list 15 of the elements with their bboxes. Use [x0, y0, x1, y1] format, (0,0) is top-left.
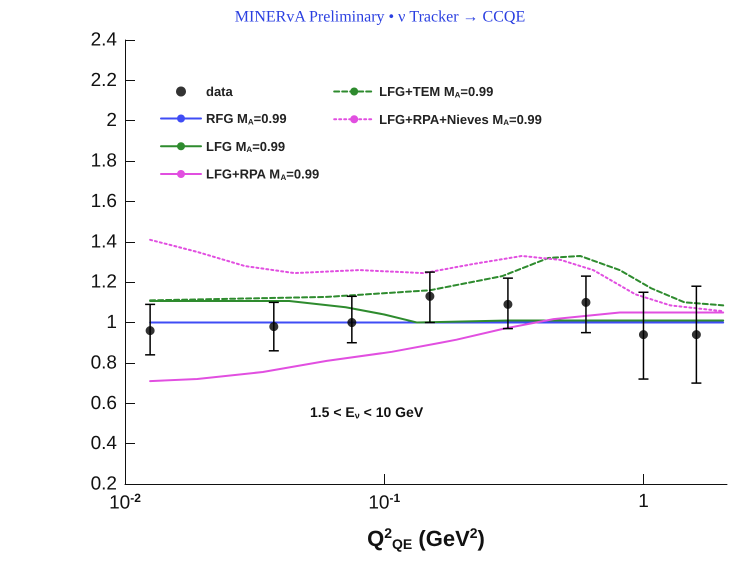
y-tick-label: 2.4 [90, 30, 118, 50]
y-tick-label: 0.4 [90, 433, 118, 454]
x-tick-label: 1 [638, 491, 649, 512]
y-tick-label: 1.2 [90, 272, 117, 293]
y-tick-label: 0.6 [90, 392, 117, 414]
chart-title: MINERvA Preliminary • ν Tracker → CCQE [234, 8, 526, 26]
y-tick-label: 1.6 [90, 190, 117, 212]
y-tick-label: 1.8 [90, 150, 117, 172]
y-tick-label: 0.8 [90, 352, 117, 374]
y-tick-label: 2.2 [90, 70, 117, 91]
y-tick-label: 1.4 [90, 231, 118, 252]
y-tick-label: 0.2 [90, 474, 117, 494]
y-tick-label: 1 [106, 312, 117, 334]
y-tick-label: 2 [106, 110, 117, 132]
legend-label: data [206, 84, 234, 99]
